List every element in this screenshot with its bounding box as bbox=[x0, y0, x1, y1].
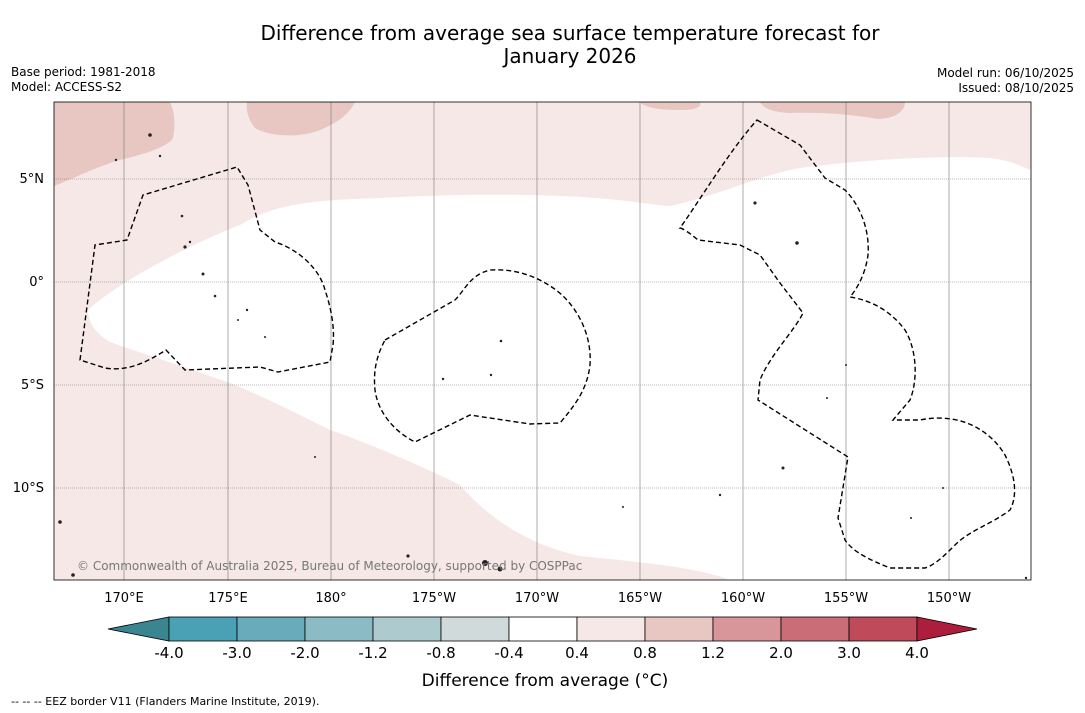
graticule bbox=[54, 102, 1031, 580]
lat-label-0: 0° bbox=[29, 275, 44, 290]
colorbar-bin-6 bbox=[576, 616, 646, 642]
colorbar bbox=[107, 616, 978, 642]
colorbar-tick-4: -0.8 bbox=[426, 644, 455, 662]
lon-label-155w: 155°W bbox=[824, 591, 868, 606]
base-period: Base period: 1981-2018 bbox=[11, 65, 156, 79]
meta-left: Base period: 1981-2018 Model: ACCESS-S2 bbox=[11, 65, 156, 95]
lon-label-150w: 150°W bbox=[927, 591, 971, 606]
warm-anomaly-region-north bbox=[246, 102, 355, 136]
model-name: Model: ACCESS-S2 bbox=[11, 80, 123, 94]
title-line-1: Difference from average sea surface temp… bbox=[260, 21, 880, 45]
lon-label-165w: 165°W bbox=[618, 591, 662, 606]
colorbar-title: Difference from average (°C) bbox=[421, 671, 669, 691]
eez-border-phoenix bbox=[373, 269, 591, 443]
warm-anomaly-region-small bbox=[640, 102, 701, 110]
eez-border-line-islands bbox=[678, 119, 1016, 569]
title-line-2: January 2026 bbox=[503, 44, 637, 68]
colorbar-bin-9 bbox=[780, 616, 850, 642]
colorbar-tick-1: -3.0 bbox=[222, 644, 251, 662]
colorbar-tick-8: 1.2 bbox=[701, 644, 725, 662]
longitude-labels: 170°E 175°E 180° 175°W 170°W 165°W 160°W… bbox=[104, 591, 971, 606]
lon-label-175e: 175°E bbox=[208, 591, 248, 606]
colorbar-tick-labels: -4.0 -3.0 -2.0 -1.2 -0.8 -0.4 0.4 0.8 1.2 2.0 3.0 4… bbox=[154, 644, 929, 662]
copyright-notice: © Commonwealth of Australia 2025, Bureau… bbox=[77, 559, 582, 573]
lat-label-10s: 10°S bbox=[13, 481, 44, 496]
lat-label-5s: 5°S bbox=[21, 378, 44, 393]
colorbar-tick-5: -0.4 bbox=[494, 644, 523, 662]
warm-anomaly-region-northeast bbox=[760, 102, 905, 119]
latitude-labels: 5°N 0° 5°S 10°S bbox=[13, 172, 44, 496]
colorbar-tick-9: 2.0 bbox=[769, 644, 793, 662]
islands bbox=[58, 133, 1028, 580]
colorbar-extend-high bbox=[916, 616, 978, 642]
map-frame bbox=[53, 101, 1032, 581]
colorbar-tick-3: -1.2 bbox=[358, 644, 387, 662]
colorbar-bin-1 bbox=[236, 616, 306, 642]
colorbar-bin-2 bbox=[304, 616, 374, 642]
colorbar-bin-3 bbox=[372, 616, 442, 642]
colorbar-bin-8 bbox=[712, 616, 782, 642]
eez-border-tuvalu-kiribati bbox=[79, 166, 335, 373]
warm-anomaly-region-west bbox=[54, 102, 175, 186]
colorbar-tick-11: 4.0 bbox=[905, 644, 929, 662]
colorbar-tick-0: -4.0 bbox=[154, 644, 183, 662]
lon-label-175w: 175°W bbox=[412, 591, 456, 606]
colorbar-tick-10: 3.0 bbox=[837, 644, 861, 662]
colorbar-bin-10 bbox=[848, 616, 918, 642]
colorbar-tick-6: 0.4 bbox=[565, 644, 589, 662]
colorbar-bin-7 bbox=[644, 616, 714, 642]
eez-borders bbox=[79, 119, 1016, 569]
model-run: Model run: 06/10/2025 bbox=[936, 66, 1074, 80]
map-area bbox=[54, 102, 1031, 580]
colorbar-extend-low bbox=[107, 616, 170, 642]
lon-label-180: 180° bbox=[315, 591, 346, 606]
colorbar-tick-7: 0.8 bbox=[633, 644, 657, 662]
lon-label-170w: 170°W bbox=[515, 591, 559, 606]
colorbar-tick-2: -2.0 bbox=[290, 644, 319, 662]
meta-right: Model run: 06/10/2025 Issued: 08/10/2025 bbox=[937, 66, 1074, 96]
lat-label-5n: 5°N bbox=[20, 172, 45, 187]
issued-date: Issued: 08/10/2025 bbox=[958, 81, 1074, 95]
colorbar-bin-0 bbox=[168, 616, 238, 642]
lon-label-160w: 160°W bbox=[721, 591, 765, 606]
colorbar-bin-5 bbox=[508, 616, 578, 642]
lon-label-170e: 170°E bbox=[104, 591, 144, 606]
eez-legend-note: -- -- -- EEZ border V11 (Flanders Marine… bbox=[11, 695, 320, 708]
map-title: Difference from average sea surface temp… bbox=[200, 22, 940, 68]
neutral-anomaly-region bbox=[88, 157, 1031, 580]
colorbar-bin-4 bbox=[440, 616, 510, 642]
